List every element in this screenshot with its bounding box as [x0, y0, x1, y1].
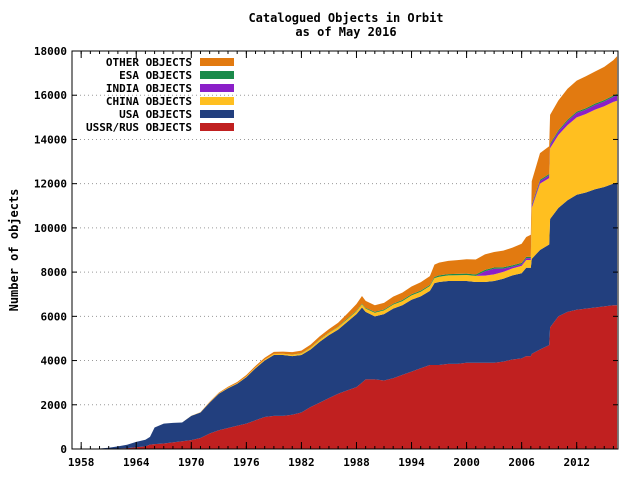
y-tick-label-12000: 12000 — [34, 178, 67, 191]
series-area-china-objects — [72, 100, 618, 449]
x-tick-label-1958: 1958 — [68, 456, 95, 469]
y-tick-label-16000: 16000 — [34, 89, 67, 102]
x-tick-label-2012: 2012 — [563, 456, 590, 469]
y-tick-label-0: 0 — [60, 443, 67, 456]
legend-label-usa-objects: USA OBJECTS — [119, 108, 192, 121]
y-tick-label-18000: 18000 — [34, 45, 67, 58]
legend-swatch-usa-objects — [200, 110, 234, 118]
x-tick-label-1964: 1964 — [123, 456, 150, 469]
legend-label-ussr-rus-objects: USSR/RUS OBJECTS — [86, 121, 192, 134]
legend-label-other-objects: OTHER OBJECTS — [106, 56, 192, 69]
y-tick-label-4000: 4000 — [41, 355, 68, 368]
series-area-other-objects — [72, 56, 618, 450]
legend-label-india-objects: INDIA OBJECTS — [106, 82, 192, 95]
y-tick-label-6000: 6000 — [41, 310, 68, 323]
series-area-usa-objects — [72, 182, 618, 449]
legend-label-china-objects: CHINA OBJECTS — [106, 95, 192, 108]
x-tick-label-2006: 2006 — [508, 456, 535, 469]
plot-frame — [71, 50, 619, 450]
x-tick-label-1976: 1976 — [233, 456, 260, 469]
legend-swatch-india-objects — [200, 84, 234, 92]
y-tick-label-10000: 10000 — [34, 222, 67, 235]
y-tick-label-8000: 8000 — [41, 266, 68, 279]
axes — [71, 50, 619, 450]
x-tick-label-1970: 1970 — [178, 456, 205, 469]
x-tick-label-1988: 1988 — [343, 456, 370, 469]
legend-swatch-other-objects — [200, 58, 234, 66]
chart-title: Catalogued Objects in Orbit — [248, 11, 443, 25]
legend-swatch-esa-objects — [200, 71, 234, 79]
tick-labels: 0 2000 4000 6000 8000 10000 12000 14000 16000 180… — [34, 45, 618, 469]
chart-subtitle: as of May 2016 — [295, 25, 396, 39]
legend-swatch-ussr-rus-objects — [200, 123, 234, 131]
legend-label-esa-objects: ESA OBJECTS — [119, 69, 192, 82]
y-tick-label-14000: 14000 — [34, 133, 67, 146]
x-tick-label-1982: 1982 — [288, 456, 315, 469]
series-area-ussr-rus-objects — [72, 305, 618, 449]
legend-swatch-china-objects — [200, 97, 234, 105]
x-tick-label-2000: 2000 — [453, 456, 480, 469]
x-tick-label-1994: 1994 — [398, 456, 425, 469]
y-axis-label: Number of objects — [7, 189, 21, 312]
series-areas — [72, 56, 618, 450]
y-tick-label-2000: 2000 — [41, 399, 68, 412]
